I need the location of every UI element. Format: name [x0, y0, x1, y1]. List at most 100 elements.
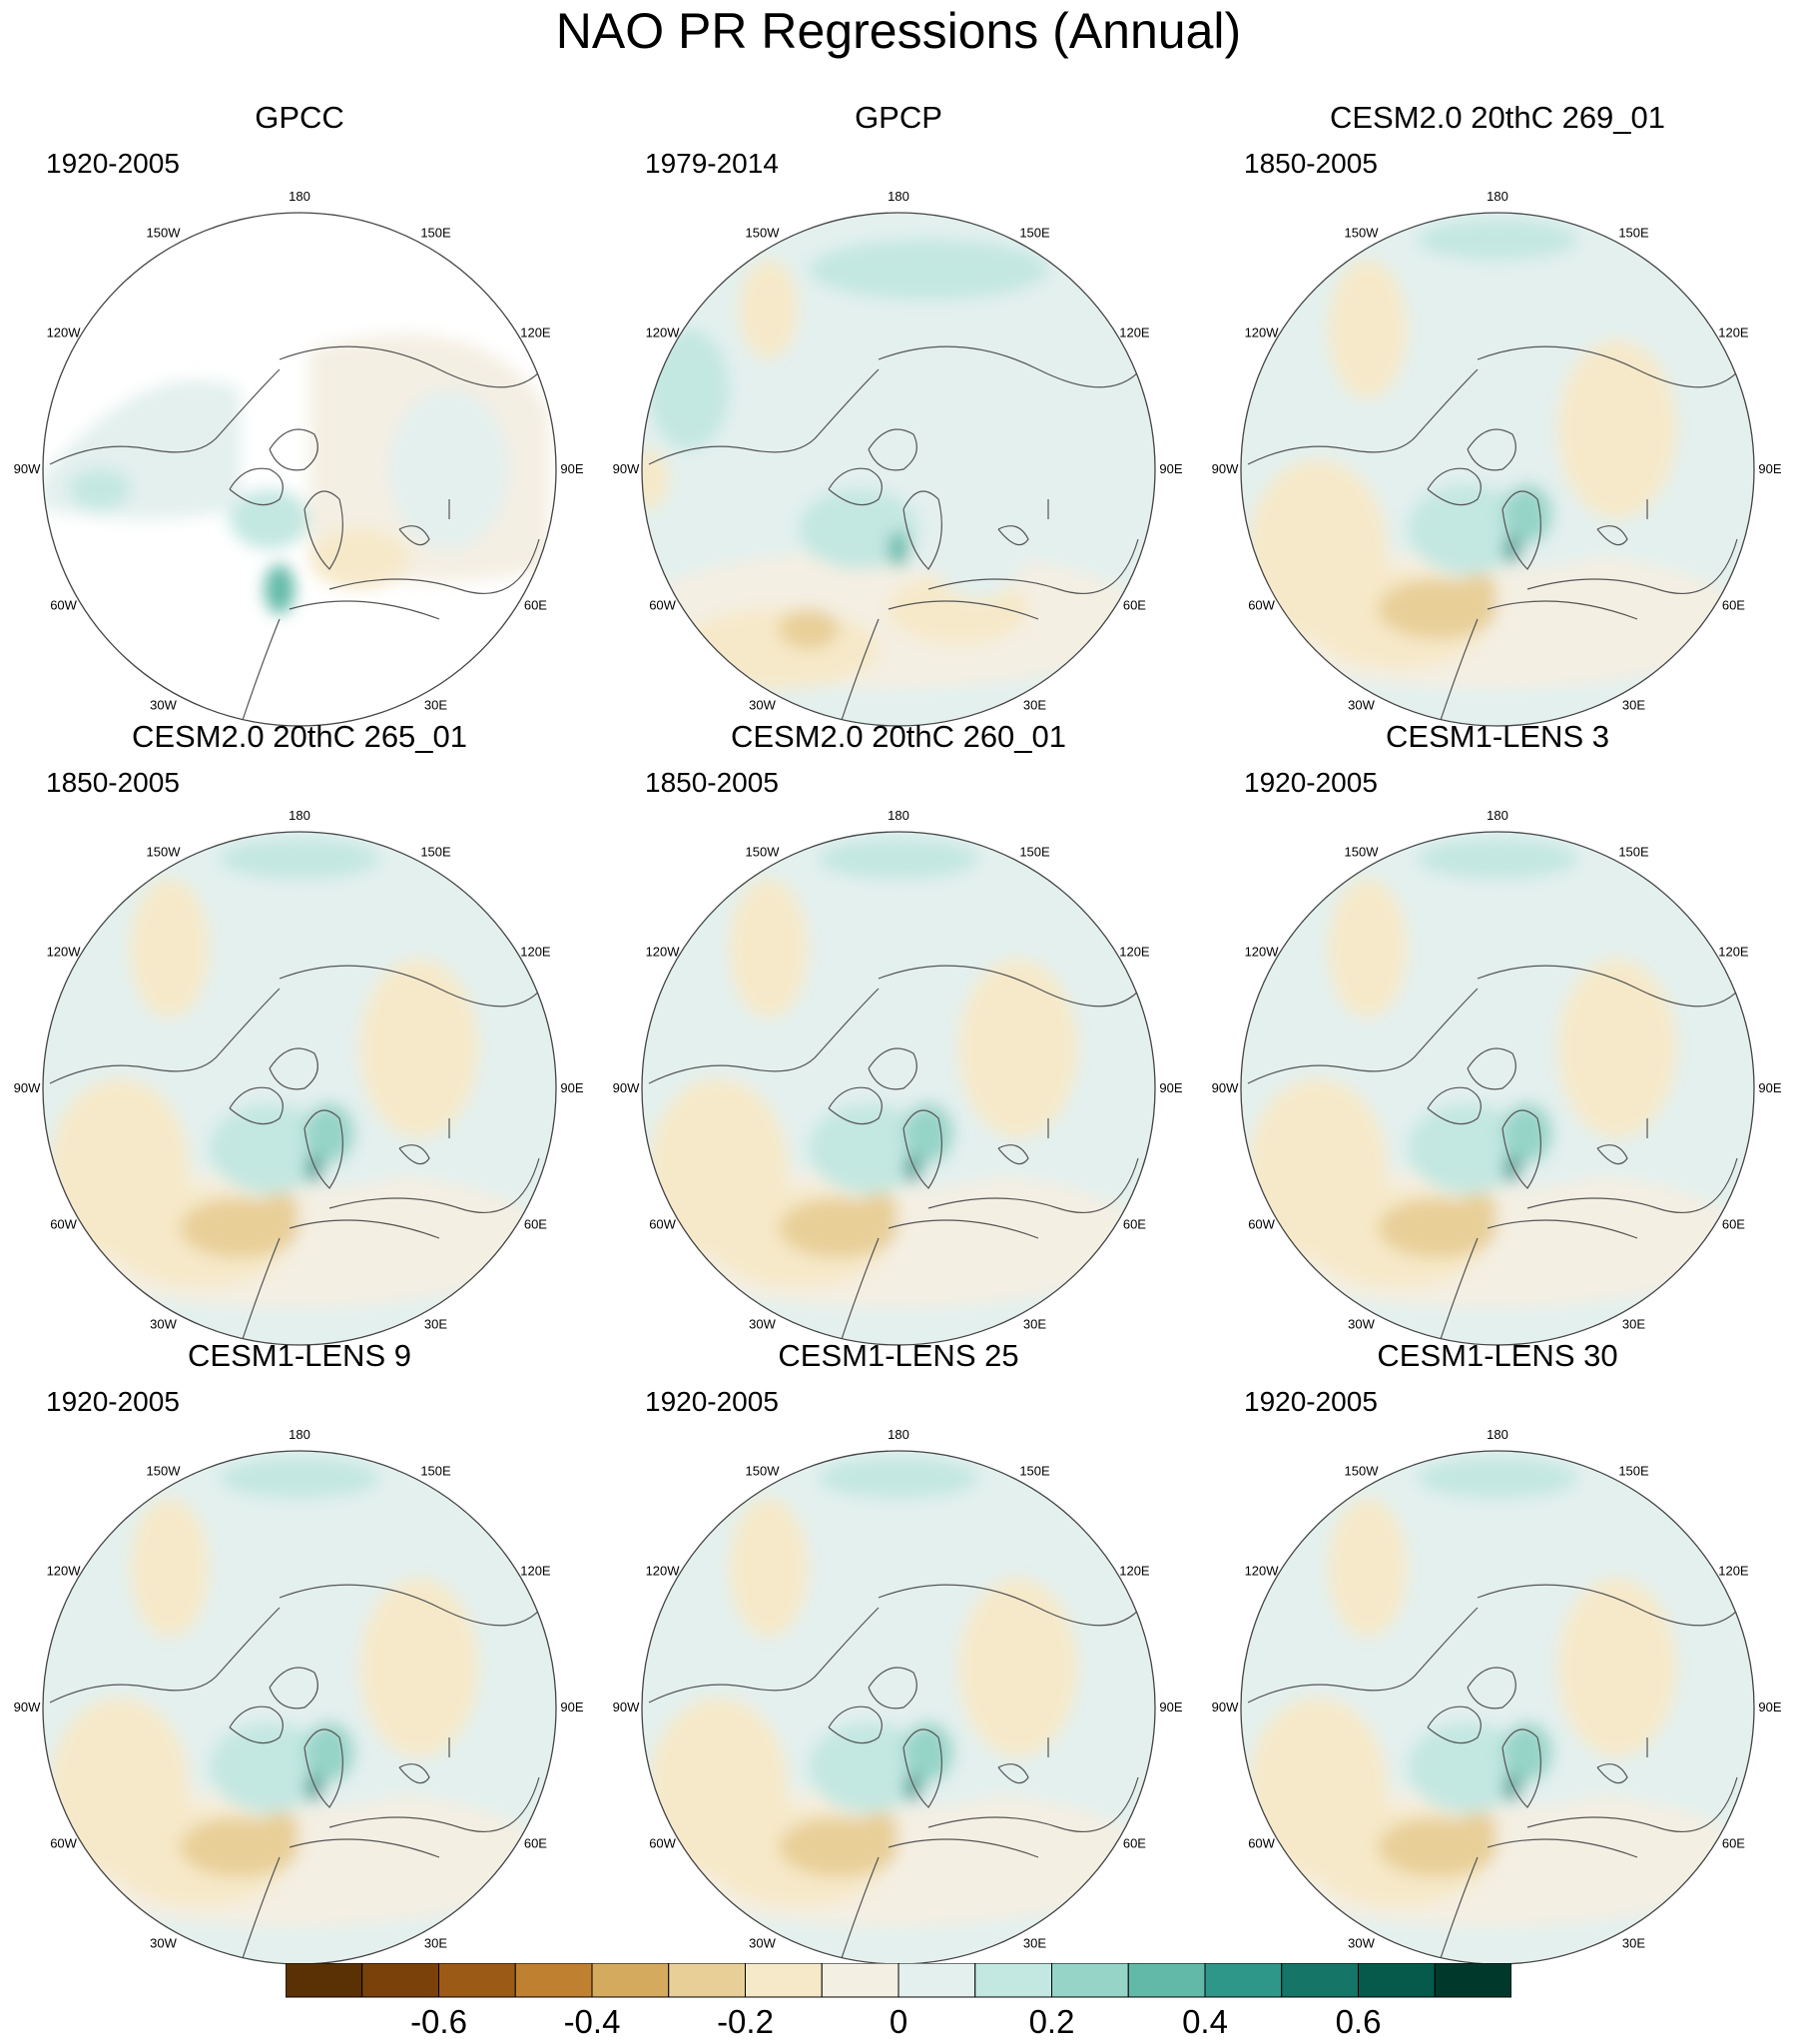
panel-title: CESM2.0 20thC 269_01	[1329, 100, 1666, 135]
longitude-label: 180	[289, 189, 310, 204]
longitude-label: 30W	[150, 697, 177, 712]
colorbar-tick-label: 0.6	[1335, 2003, 1382, 2040]
panel-period: 1920-2005	[645, 1386, 779, 1417]
longitude-label: 90E	[1758, 1700, 1781, 1714]
longitude-label: 150W	[1345, 1464, 1380, 1479]
longitude-label: 180	[289, 808, 310, 823]
longitude-label: 180	[1487, 1427, 1508, 1442]
longitude-label: 30E	[1023, 697, 1046, 712]
longitude-label: 60W	[649, 1217, 676, 1232]
polar-map: 180150E120E90E60E30E030W60W90W120W150W	[613, 808, 1183, 1346]
longitude-label: 60E	[1123, 1836, 1146, 1851]
longitude-label: 90W	[613, 461, 640, 476]
colorbar-bar	[285, 1962, 1512, 1998]
map-panel: CESM1-LENS 25 1920-2005 180 150E 120E 90E 60E 3…	[599, 1338, 1198, 1965]
longitude-label: 120W	[646, 326, 681, 341]
longitude-label: 60W	[649, 1836, 676, 1851]
longitude-label: 30E	[424, 697, 447, 712]
longitude-label: 90W	[1212, 1080, 1239, 1095]
longitude-label: 180	[888, 808, 909, 823]
longitude-label: 180	[888, 189, 909, 204]
longitude-label: 60W	[1248, 598, 1275, 613]
map-panel: CESM1-LENS 3 1920-2005 180 150E 120E 90E 60E 30…	[1198, 719, 1797, 1346]
longitude-label: 180	[1487, 189, 1508, 204]
colorbar-segment	[438, 1962, 516, 1998]
longitude-label: 150W	[1345, 845, 1380, 860]
map-border	[1240, 831, 1755, 1346]
longitude-label: 60E	[1722, 1217, 1745, 1232]
map-panel: CESM2.0 20thC 260_01 1850-2005 180 150E 120E…	[599, 719, 1198, 1346]
polar-map: 180150E120E90E60E30E030W60W90W120W150W	[1212, 189, 1782, 727]
longitude-label: 150E	[1019, 226, 1050, 241]
longitude-label: 30E	[1023, 1316, 1046, 1331]
longitude-label: 120E	[1119, 326, 1150, 341]
longitude-label: 150W	[746, 226, 781, 241]
map-panel: CESM2.0 20thC 269_01 1850-2005 180 150E 120E…	[1198, 100, 1797, 727]
map-border	[1240, 212, 1755, 727]
longitude-label: 120E	[520, 326, 551, 341]
panel-title: CESM1-LENS 25	[778, 1338, 1019, 1373]
longitude-label: 150W	[147, 845, 182, 860]
longitude-label: 30W	[1348, 1935, 1375, 1950]
map-border	[641, 212, 1156, 727]
longitude-label: 180	[289, 1427, 310, 1442]
longitude-label: 150E	[420, 1464, 451, 1479]
longitude-label: 150E	[420, 226, 451, 241]
longitude-label: 60E	[524, 1217, 547, 1232]
polar-map: 180150E120E90E60E30E030W60W90W120W150W	[613, 1427, 1183, 1965]
panel-period: 1850-2005	[46, 767, 180, 798]
colorbar-tick-label: -0.4	[563, 2003, 621, 2040]
longitude-label: 60W	[50, 1836, 77, 1851]
colorbar-segment	[1204, 1962, 1283, 1998]
panel-title: CESM2.0 20thC 265_01	[131, 719, 468, 754]
longitude-label: 120W	[1245, 1564, 1280, 1579]
longitude-label: 120E	[520, 945, 551, 960]
longitude-label: 30W	[749, 1935, 776, 1950]
map-border	[42, 212, 557, 727]
longitude-label: 90E	[1159, 461, 1182, 476]
colorbar-segment	[361, 1962, 439, 1998]
longitude-label: 150E	[420, 845, 451, 860]
panel-title: GPCP	[855, 100, 942, 135]
longitude-label: 30E	[1622, 1935, 1645, 1950]
longitude-label: 150E	[1019, 1464, 1050, 1479]
longitude-label: 60E	[1123, 1217, 1146, 1232]
colorbar-segment	[1281, 1962, 1359, 1998]
longitude-label: 150W	[147, 1464, 182, 1479]
longitude-label: 120E	[1718, 326, 1749, 341]
map-panel: CESM1-LENS 30 1920-2005 180 150E 120E 90E 60E 3…	[1198, 1338, 1797, 1965]
colorbar-segment	[668, 1962, 746, 1998]
longitude-label: 90W	[14, 461, 41, 476]
colorbar-segment	[514, 1962, 593, 1998]
longitude-label: 150E	[1618, 845, 1649, 860]
longitude-label: 150W	[147, 226, 182, 241]
map-border	[641, 831, 1156, 1346]
longitude-label: 30W	[150, 1935, 177, 1950]
panel-period: 1979-2014	[645, 148, 779, 179]
longitude-label: 150E	[1618, 1464, 1649, 1479]
colorbar-segment	[898, 1962, 976, 1998]
longitude-label: 90W	[14, 1080, 41, 1095]
longitude-label: 60W	[50, 1217, 77, 1232]
longitude-label: 120E	[520, 1564, 551, 1579]
colorbar-tick-label: 0.2	[1028, 2003, 1075, 2040]
longitude-label: 30W	[749, 1316, 776, 1331]
longitude-label: 90W	[613, 1080, 640, 1095]
map-panel: GPCC1920-2005180150E120E90E60E30E030W60W…	[0, 100, 599, 727]
map-panel: CESM1-LENS 9 1920-2005 180 150E 120E 90E 60E 30…	[0, 1338, 599, 1965]
figure-title: NAO PR Regressions (Annual)	[555, 3, 1242, 59]
panel-period: 1850-2005	[1244, 148, 1378, 179]
longitude-label: 90E	[560, 461, 583, 476]
longitude-label: 30W	[150, 1316, 177, 1331]
colorbar-tick-label: -0.6	[410, 2003, 467, 2040]
polar-map: 180150E120E90E60E30E030W60W90W120W150W	[613, 189, 1183, 727]
panel-title: GPCC	[255, 100, 344, 135]
longitude-label: 90E	[1758, 461, 1781, 476]
map-panel: GPCP1979-2014180150E120E90E60E30E030W60W…	[599, 100, 1198, 727]
longitude-label: 60E	[524, 598, 547, 613]
polar-map: 180150E120E90E60E30E030W60W90W120W150W	[14, 1427, 584, 1965]
longitude-label: 120W	[47, 1564, 82, 1579]
longitude-label: 150E	[1618, 226, 1649, 241]
longitude-label: 150W	[746, 845, 781, 860]
colorbar-tick-label: 0.4	[1182, 2003, 1228, 2040]
